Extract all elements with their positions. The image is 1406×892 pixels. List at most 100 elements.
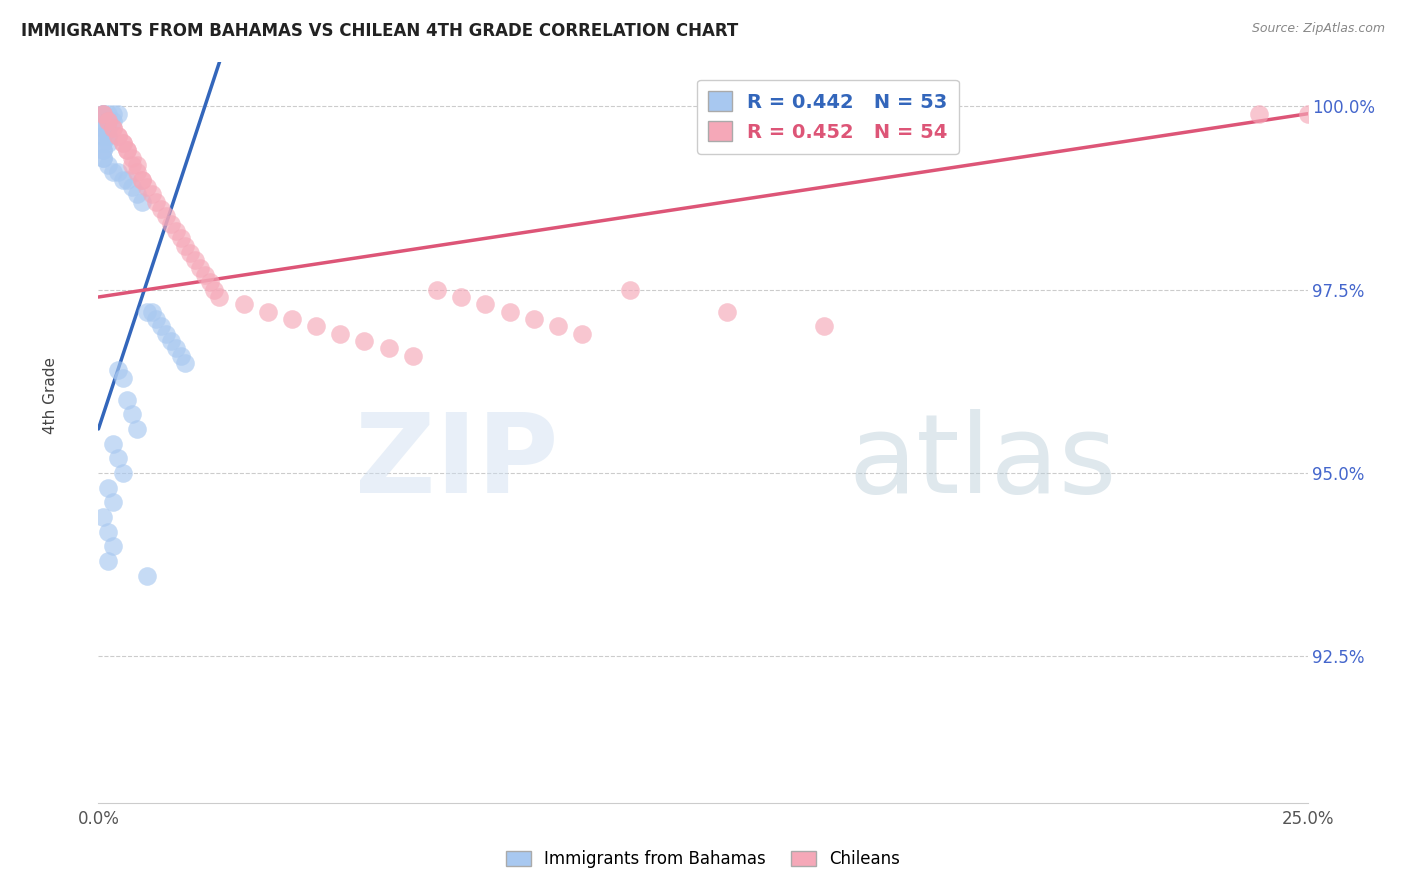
Point	[97, 114, 120, 128]
Point	[107, 128, 129, 143]
Point	[305, 319, 328, 334]
Point	[111, 172, 134, 186]
Point	[474, 297, 496, 311]
Point	[91, 107, 114, 121]
Point	[97, 524, 120, 539]
Point	[127, 158, 149, 172]
Point	[107, 128, 129, 143]
Point	[135, 180, 157, 194]
Point	[101, 539, 124, 553]
Point	[91, 107, 114, 121]
Point	[141, 304, 163, 318]
Point	[377, 341, 399, 355]
Text: ZIP: ZIP	[354, 409, 558, 516]
Point	[111, 370, 134, 384]
Point	[91, 151, 114, 165]
Point	[97, 107, 120, 121]
Point	[117, 144, 139, 158]
Point	[91, 121, 114, 136]
Point	[145, 194, 167, 209]
Point	[498, 304, 520, 318]
Point	[402, 349, 425, 363]
Point	[101, 436, 124, 450]
Text: atlas: atlas	[848, 409, 1116, 516]
Point	[91, 128, 114, 143]
Point	[716, 304, 738, 318]
Point	[117, 144, 139, 158]
Point	[160, 334, 183, 348]
Point	[91, 114, 114, 128]
Point	[619, 283, 641, 297]
Point	[169, 231, 191, 245]
Point	[1249, 107, 1271, 121]
Point	[179, 246, 201, 260]
Point	[135, 304, 157, 318]
Point	[194, 268, 217, 282]
Point	[107, 165, 129, 179]
Point	[97, 128, 120, 143]
Point	[121, 407, 143, 421]
Point	[165, 224, 187, 238]
Point	[101, 107, 124, 121]
Point	[256, 304, 278, 318]
Point	[155, 210, 177, 224]
Point	[208, 290, 231, 304]
Point	[107, 107, 129, 121]
Point	[91, 128, 114, 143]
Point	[127, 165, 149, 179]
Point	[111, 136, 134, 150]
Point	[91, 151, 114, 165]
Text: 4th Grade: 4th Grade	[42, 357, 58, 434]
Point	[91, 144, 114, 158]
Point	[101, 114, 124, 128]
Point	[232, 297, 254, 311]
Point	[150, 202, 173, 216]
Text: IMMIGRANTS FROM BAHAMAS VS CHILEAN 4TH GRADE CORRELATION CHART: IMMIGRANTS FROM BAHAMAS VS CHILEAN 4TH G…	[21, 22, 738, 40]
Point	[127, 187, 149, 202]
Point	[97, 481, 120, 495]
Point	[145, 312, 167, 326]
Point	[91, 107, 114, 121]
Point	[101, 121, 124, 136]
Point	[523, 312, 546, 326]
Point	[141, 187, 163, 202]
Point	[111, 466, 134, 480]
Point	[169, 349, 191, 363]
Point	[101, 121, 124, 136]
Point	[198, 276, 221, 290]
Point	[97, 121, 120, 136]
Point	[281, 312, 304, 326]
Point	[97, 114, 120, 128]
Legend: Immigrants from Bahamas, Chileans: Immigrants from Bahamas, Chileans	[499, 844, 907, 875]
Point	[121, 180, 143, 194]
Point	[91, 144, 114, 158]
Point	[127, 422, 149, 436]
Point	[188, 260, 211, 275]
Point	[97, 554, 120, 568]
Point	[353, 334, 375, 348]
Point	[131, 172, 153, 186]
Point	[107, 451, 129, 466]
Text: Source: ZipAtlas.com: Source: ZipAtlas.com	[1251, 22, 1385, 36]
Point	[174, 238, 197, 252]
Point	[97, 114, 120, 128]
Point	[329, 326, 352, 341]
Point	[155, 326, 177, 341]
Point	[450, 290, 472, 304]
Point	[1296, 107, 1319, 121]
Point	[160, 217, 183, 231]
Legend: R = 0.442   N = 53, R = 0.452   N = 54: R = 0.442 N = 53, R = 0.452 N = 54	[697, 79, 959, 153]
Point	[204, 283, 226, 297]
Point	[150, 319, 173, 334]
Point	[97, 136, 120, 150]
Point	[121, 151, 143, 165]
Point	[571, 326, 593, 341]
Point	[111, 136, 134, 150]
Point	[91, 107, 114, 121]
Point	[91, 121, 114, 136]
Point	[121, 158, 143, 172]
Point	[91, 107, 114, 121]
Point	[101, 495, 124, 509]
Point	[131, 194, 153, 209]
Point	[135, 568, 157, 582]
